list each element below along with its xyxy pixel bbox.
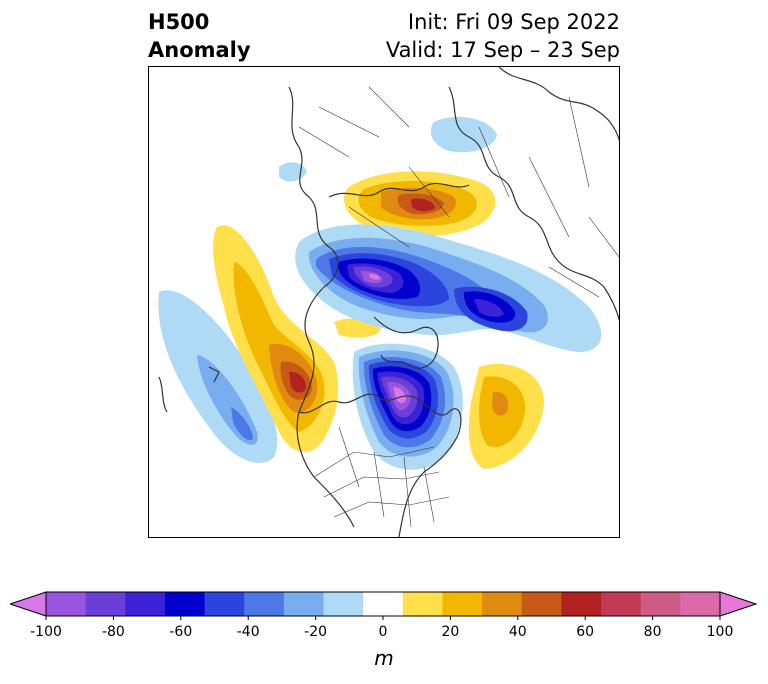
colorbar-segment: [482, 592, 523, 616]
colorbar-segment: [323, 592, 364, 616]
pacific-negative-anomaly: [158, 290, 278, 463]
central-trough-negative-anomaly: [295, 224, 602, 352]
colorbar: [10, 591, 758, 620]
colorbar-segment: [363, 592, 404, 616]
colorbar-segments: [46, 592, 721, 616]
colorbar-segment: [561, 592, 602, 616]
colorbar-min-extend: [10, 591, 47, 617]
colorbar-tick-label: 60: [576, 624, 595, 640]
colorbar-segment: [521, 592, 562, 616]
coastlines-overlay: [158, 67, 619, 537]
colorbar-tick-label: 20: [441, 624, 460, 640]
north-negative-anomaly: [279, 116, 497, 182]
map-title: H500 Anomaly: [148, 8, 251, 64]
arctic-positive-anomaly: [344, 171, 496, 237]
colorbar-segment: [85, 592, 126, 616]
atlantic-positive-anomaly: [468, 363, 544, 469]
colorbar-tick-label: 40: [508, 624, 527, 640]
anomaly-map-svg: [158, 67, 619, 537]
colorbar-tick-label: -60: [169, 624, 193, 640]
colorbar-tick-label: -40: [236, 624, 260, 640]
colorbar-segment: [244, 592, 285, 616]
colorbar-segment: [442, 592, 483, 616]
colorbar-tick-label: -80: [101, 624, 125, 640]
colorbar-segment: [46, 592, 87, 616]
valid-range: Valid: 17 Sep – 23 Sep: [385, 38, 620, 62]
colorbar-segment: [680, 592, 721, 616]
title-line-2: Anomaly: [148, 38, 251, 62]
colorbar-tick-label: 80: [643, 624, 662, 640]
colorbar-ticks: [45, 616, 721, 620]
anomaly-map: [148, 66, 620, 538]
colorbar-segment: [640, 592, 681, 616]
colorbar-tick-label: 100: [706, 624, 734, 640]
colorbar-max-extend: [719, 591, 758, 617]
colorbar-segment: [125, 592, 166, 616]
colorbar-tick-label: 0: [378, 624, 388, 640]
date-info: Init: Fri 09 Sep 2022 Valid: 17 Sep – 23…: [386, 8, 620, 64]
western-ridge-positive-anomaly: [213, 225, 381, 453]
colorbar-segment: [164, 592, 206, 616]
init-date: Init: Fri 09 Sep 2022: [407, 10, 620, 34]
colorbar-segment: [204, 592, 245, 616]
colorbar-segment: [283, 592, 325, 616]
title-line-1: H500: [148, 10, 210, 34]
colorbar-unit-label: m: [374, 646, 394, 670]
political-borders-overlay: [298, 86, 619, 528]
colorbar-tick-label: -100: [30, 624, 62, 640]
colorbar-segment: [601, 592, 642, 616]
great-lakes-negative-anomaly: [352, 343, 463, 470]
colorbar-segment: [402, 592, 443, 616]
colorbar-tick-label: -20: [304, 624, 328, 640]
